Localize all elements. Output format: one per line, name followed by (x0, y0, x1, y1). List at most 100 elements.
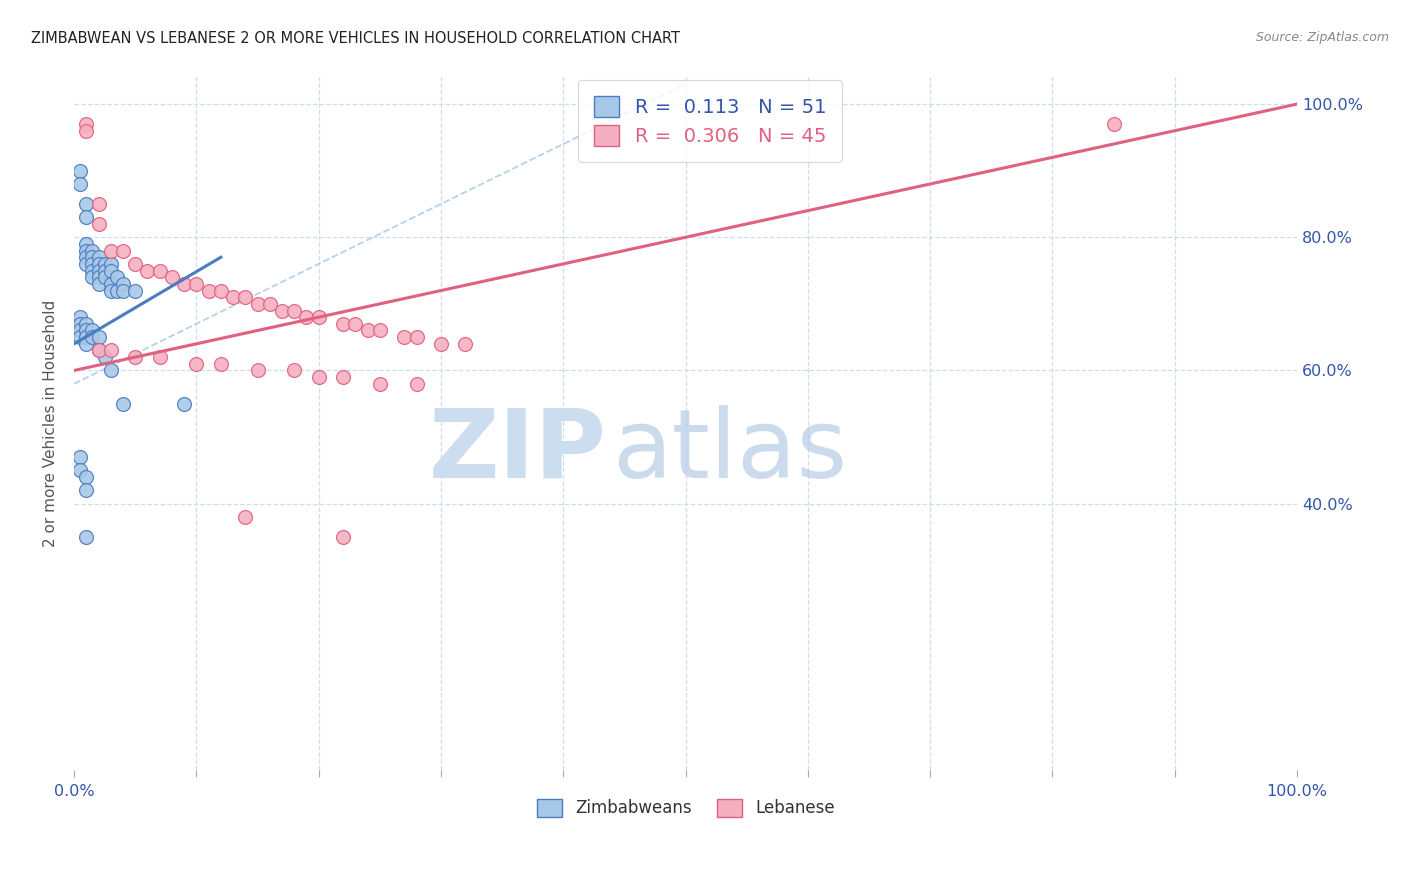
Point (1102, 117, 1125, 131)
Point (209, 284, 232, 298)
Point (233, 290, 256, 304)
Point (75, 257, 97, 271)
Point (93, 263, 115, 277)
Text: ZIMBABWEAN VS LEBANESE 2 OR MORE VEHICLES IN HOUSEHOLD CORRELATION CHART: ZIMBABWEAN VS LEBANESE 2 OR MORE VEHICLE… (31, 31, 681, 46)
Point (93, 350, 115, 364)
Point (430, 336, 453, 351)
Point (124, 257, 146, 271)
Point (100, 363, 122, 377)
Point (87, 263, 110, 277)
Point (124, 284, 146, 298)
Point (356, 324, 378, 338)
Point (454, 336, 477, 351)
Point (186, 277, 208, 291)
Point (69, 330, 91, 344)
Text: ZIP: ZIP (429, 405, 606, 498)
Y-axis label: 2 or more Vehicles in Household: 2 or more Vehicles in Household (44, 300, 58, 548)
Point (111, 284, 134, 298)
Point (124, 350, 146, 364)
Point (82, 244, 104, 258)
Legend: Zimbabweans, Lebanese: Zimbabweans, Lebanese (530, 792, 841, 824)
Point (271, 303, 294, 318)
Point (75, 211, 97, 225)
Point (100, 284, 122, 298)
Point (111, 244, 134, 258)
Point (405, 330, 427, 344)
Point (75, 197, 97, 211)
Point (75, 336, 97, 351)
Text: atlas: atlas (612, 405, 848, 498)
Point (105, 284, 128, 298)
Point (75, 530, 97, 544)
Point (368, 324, 391, 338)
Point (69, 450, 91, 464)
Point (100, 244, 122, 258)
Point (111, 277, 134, 291)
Point (149, 263, 172, 277)
Point (75, 124, 97, 138)
Point (87, 250, 110, 264)
Point (100, 343, 122, 358)
Point (75, 117, 97, 131)
Point (82, 250, 104, 264)
Point (75, 236, 97, 251)
Point (69, 163, 91, 178)
Point (173, 277, 195, 291)
Point (283, 303, 305, 318)
Point (105, 270, 128, 285)
Point (75, 483, 97, 498)
Point (173, 397, 195, 411)
Point (100, 263, 122, 277)
Point (87, 330, 110, 344)
Point (82, 263, 104, 277)
Point (69, 310, 91, 325)
Point (332, 370, 354, 384)
Point (332, 317, 354, 331)
Point (295, 310, 318, 325)
Text: Source: ZipAtlas.com: Source: ZipAtlas.com (1256, 31, 1389, 45)
Point (75, 244, 97, 258)
Point (111, 397, 134, 411)
Point (394, 330, 416, 344)
Point (82, 330, 104, 344)
Point (87, 197, 110, 211)
Point (197, 284, 219, 298)
Point (87, 257, 110, 271)
Point (405, 376, 427, 391)
Point (100, 277, 122, 291)
Point (209, 357, 232, 371)
Point (69, 177, 91, 191)
Point (308, 310, 330, 325)
Point (149, 350, 172, 364)
Point (75, 250, 97, 264)
Point (259, 297, 281, 311)
Point (82, 270, 104, 285)
Point (368, 376, 391, 391)
Point (283, 363, 305, 377)
Point (82, 324, 104, 338)
Point (93, 270, 115, 285)
Point (160, 270, 183, 285)
Point (82, 257, 104, 271)
Point (100, 257, 122, 271)
Point (344, 317, 367, 331)
Point (233, 510, 256, 524)
Point (308, 370, 330, 384)
Point (246, 297, 269, 311)
Point (87, 343, 110, 358)
Point (186, 357, 208, 371)
Point (332, 530, 354, 544)
Point (87, 277, 110, 291)
Point (93, 257, 115, 271)
Point (87, 270, 110, 285)
Point (69, 324, 91, 338)
Point (87, 217, 110, 231)
Point (75, 470, 97, 484)
Point (69, 317, 91, 331)
Point (75, 330, 97, 344)
Point (87, 343, 110, 358)
Point (246, 363, 269, 377)
Point (75, 324, 97, 338)
Point (222, 290, 245, 304)
Point (75, 317, 97, 331)
